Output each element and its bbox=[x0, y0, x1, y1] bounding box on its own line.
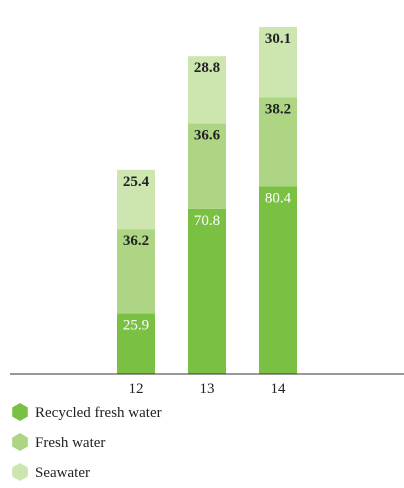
data-label-14-1: 80.4 bbox=[265, 190, 292, 206]
data-labels-group: 25.9 36.2 25.4 70.8 36.6 28.8 80.4 38.2 30.1 bbox=[123, 31, 292, 334]
legend-label: Fresh water bbox=[35, 435, 105, 451]
data-label-12-3: 25.4 bbox=[123, 174, 150, 190]
data-label-13-2: 36.6 bbox=[194, 127, 221, 143]
legend-label: Recycled fresh water bbox=[35, 405, 162, 421]
x-tick-labels-group: 12 13 14 bbox=[129, 381, 287, 397]
bar-segment-14-1 bbox=[259, 186, 297, 374]
data-label-12-1: 25.9 bbox=[123, 318, 149, 334]
bars-group bbox=[117, 27, 297, 374]
legend-swatch-hexagon-icon bbox=[12, 403, 28, 421]
data-label-12-2: 36.2 bbox=[123, 233, 149, 249]
legend-swatch-hexagon-icon bbox=[12, 433, 28, 451]
legend-label: Seawater bbox=[35, 465, 90, 481]
bar-segment-13-1 bbox=[188, 208, 226, 374]
bar-segment-13-2 bbox=[188, 123, 226, 209]
x-tick-label: 14 bbox=[271, 381, 287, 397]
bar-segment-12-3 bbox=[117, 169, 155, 230]
x-tick-label: 12 bbox=[129, 381, 144, 397]
bar-segment-12-2 bbox=[117, 229, 155, 314]
legend-swatch-hexagon-icon bbox=[12, 463, 28, 481]
data-label-13-1: 70.8 bbox=[194, 213, 220, 229]
bar-segment-14-2 bbox=[259, 97, 297, 187]
bar-segment-14-3 bbox=[259, 27, 297, 98]
legend: Recycled fresh water Fresh water Seawater bbox=[12, 403, 162, 481]
x-tick-label: 13 bbox=[200, 381, 215, 397]
data-label-13-3: 28.8 bbox=[194, 60, 220, 76]
data-label-14-2: 38.2 bbox=[265, 101, 291, 117]
bar-segment-12-1 bbox=[117, 313, 155, 374]
data-label-14-3: 30.1 bbox=[265, 31, 291, 47]
bar-segment-13-3 bbox=[188, 56, 226, 124]
